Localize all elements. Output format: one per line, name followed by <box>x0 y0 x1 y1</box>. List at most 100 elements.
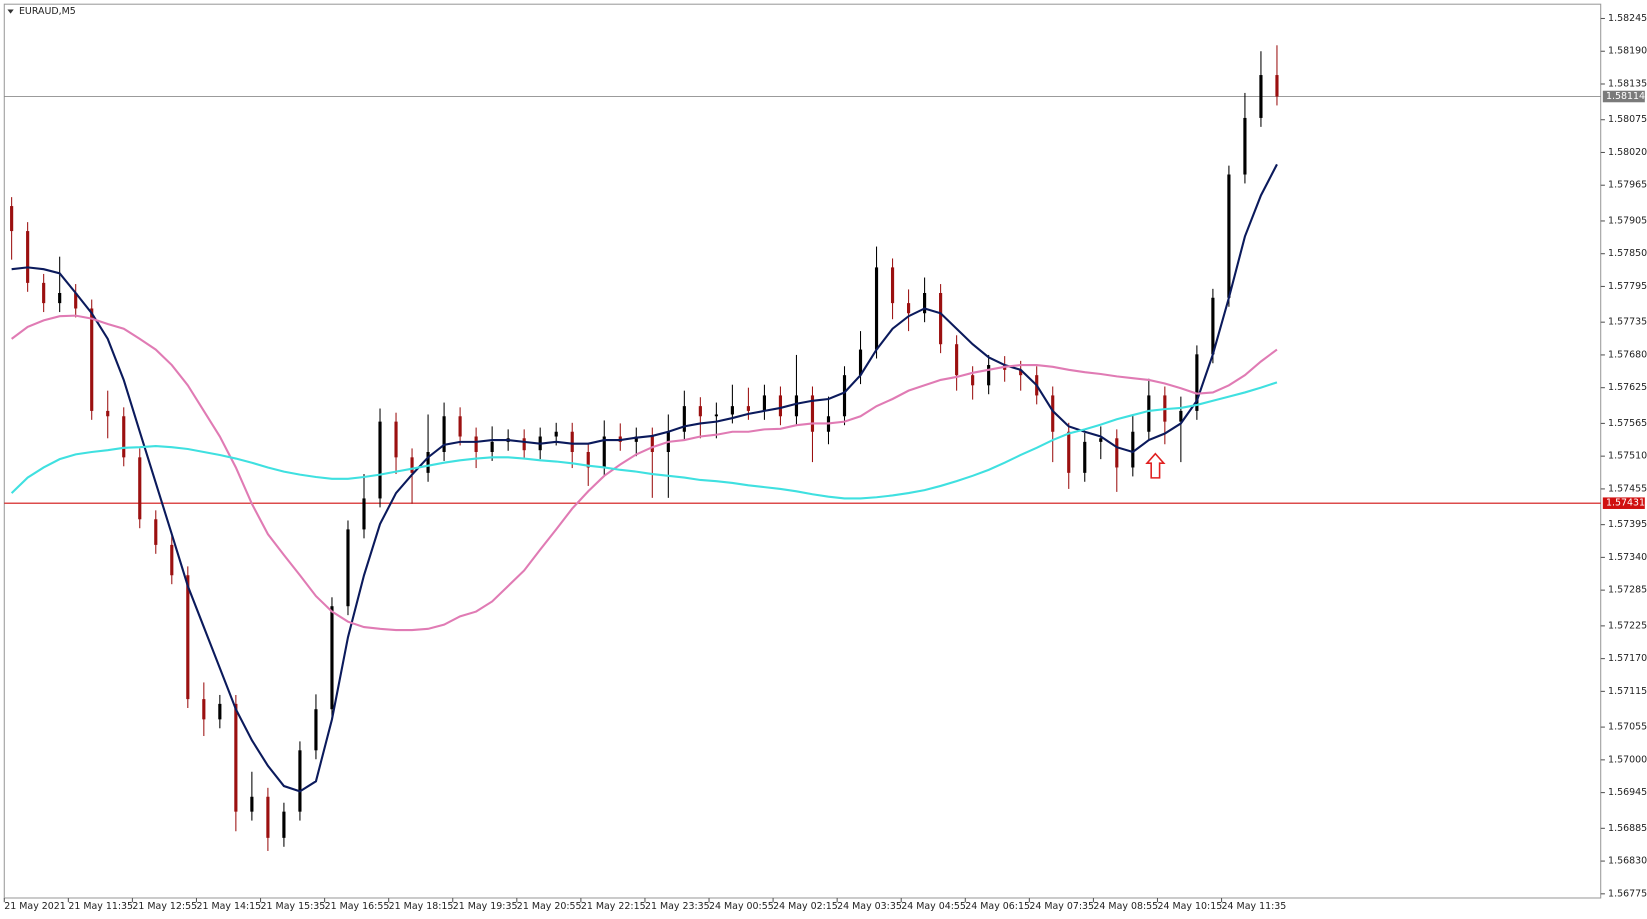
candle-body <box>955 344 959 376</box>
y-tick-label: 1.56885 <box>1608 823 1647 834</box>
x-tick-label: 24 May 06:15 <box>965 901 1030 912</box>
candle-body <box>122 416 126 458</box>
y-tick-label: 1.58020 <box>1608 147 1647 158</box>
candle-body <box>794 395 799 417</box>
candle-body <box>42 282 46 304</box>
candle-body <box>410 457 414 473</box>
y-tick-label: 1.57965 <box>1608 180 1647 191</box>
candle-body <box>939 293 943 345</box>
chart-title: EURAUD,M5 <box>19 6 76 17</box>
candle-body <box>890 267 895 304</box>
y-tick-label: 1.57850 <box>1608 248 1647 259</box>
y-tick-label: 1.56775 <box>1608 888 1647 899</box>
candle-body <box>458 416 462 437</box>
candle-body <box>1227 174 1231 298</box>
candle-body <box>554 431 558 437</box>
candle-body <box>746 406 750 411</box>
candle-body <box>1051 395 1055 432</box>
candle-body <box>1211 297 1215 355</box>
candle-body <box>26 231 30 283</box>
y-tick-label: 1.57680 <box>1608 349 1647 360</box>
moving-average-line <box>11 163 1278 793</box>
x-tick-label: 21 May 15:35 <box>261 901 326 912</box>
candle-body <box>1099 438 1103 442</box>
candle-body <box>298 750 302 812</box>
x-tick-label: 24 May 07:35 <box>1029 901 1094 912</box>
candle-body <box>490 441 494 452</box>
y-tick-label: 1.57170 <box>1608 653 1647 664</box>
candle-body <box>234 703 238 812</box>
candle-body <box>906 303 911 314</box>
candle-body <box>762 395 766 411</box>
y-tick-label: 1.57115 <box>1608 686 1647 697</box>
y-tick-label: 1.57565 <box>1608 418 1647 429</box>
y-tick-label: 1.57340 <box>1608 552 1647 563</box>
candle-body <box>987 365 991 386</box>
candle-body <box>1259 75 1263 118</box>
x-tick-label: 21 May 12:55 <box>132 901 197 912</box>
candle-body <box>154 519 158 545</box>
y-tick-label: 1.58075 <box>1608 114 1647 125</box>
candle-body <box>778 395 783 417</box>
candle-body <box>346 529 350 607</box>
x-tick-label: 21 May 23:35 <box>645 901 710 912</box>
candle-body <box>138 457 142 520</box>
y-tick-label: 1.58190 <box>1608 46 1647 57</box>
price-label: 1.58114 <box>1606 91 1645 102</box>
price-label-box <box>1602 90 1645 103</box>
candle-body <box>426 451 430 473</box>
candle-body <box>1115 438 1119 468</box>
y-tick-label: 1.57395 <box>1608 519 1647 530</box>
candle-body <box>186 575 190 700</box>
y-tick-label: 1.56945 <box>1608 787 1647 798</box>
candle-body <box>362 498 366 530</box>
y-tick-label: 1.57285 <box>1608 585 1647 596</box>
x-tick-label: 21 May 22:15 <box>581 901 646 912</box>
candle-body <box>1083 441 1087 473</box>
menu-triangle <box>7 9 14 14</box>
y-tick-label: 1.56830 <box>1608 856 1647 867</box>
candle-body <box>170 544 174 576</box>
candle-body <box>810 395 815 432</box>
candle-body <box>330 606 334 710</box>
candle-body <box>602 436 606 468</box>
candle-body <box>90 308 94 411</box>
moving-average-line <box>10 381 1278 500</box>
x-tick-label: 21 May 16:55 <box>325 901 390 912</box>
x-tick-label: 24 May 11:35 <box>1222 901 1287 912</box>
candle-body <box>58 293 62 304</box>
candle-body <box>1131 431 1135 468</box>
x-tick-label: 21 May 18:15 <box>389 901 454 912</box>
y-tick-label: 1.57000 <box>1608 754 1647 765</box>
moving-average-line <box>11 314 1278 632</box>
y-tick-label: 1.57625 <box>1608 382 1647 393</box>
candle-body <box>714 414 718 417</box>
y-tick-label: 1.57510 <box>1608 451 1647 462</box>
candle-body <box>10 206 14 232</box>
x-tick-label: 24 May 08:55 <box>1093 901 1158 912</box>
y-tick-label: 1.57225 <box>1608 620 1647 631</box>
y-tick-label: 1.57055 <box>1608 722 1647 733</box>
x-tick-label: 24 May 04:55 <box>901 901 966 912</box>
candle-body <box>634 436 638 442</box>
candle-body <box>842 375 847 417</box>
signal-arrow <box>1145 452 1166 479</box>
candle-body <box>378 421 382 499</box>
x-tick-label: 24 May 02:15 <box>773 901 838 912</box>
candle-body <box>442 416 446 452</box>
candle-body <box>106 410 110 417</box>
candle-body <box>394 421 398 458</box>
candle-body <box>1067 431 1071 473</box>
y-tick-label: 1.58245 <box>1608 13 1647 24</box>
candle-body <box>586 451 590 468</box>
x-tick-label: 21 May 2021 <box>4 901 66 912</box>
y-tick-label: 1.58135 <box>1608 78 1647 89</box>
candle-body <box>682 406 686 432</box>
candle-body <box>218 703 222 720</box>
candle-body <box>874 267 879 350</box>
candle-body <box>1243 117 1247 175</box>
candle-body <box>202 699 206 720</box>
candle-body <box>730 406 734 415</box>
